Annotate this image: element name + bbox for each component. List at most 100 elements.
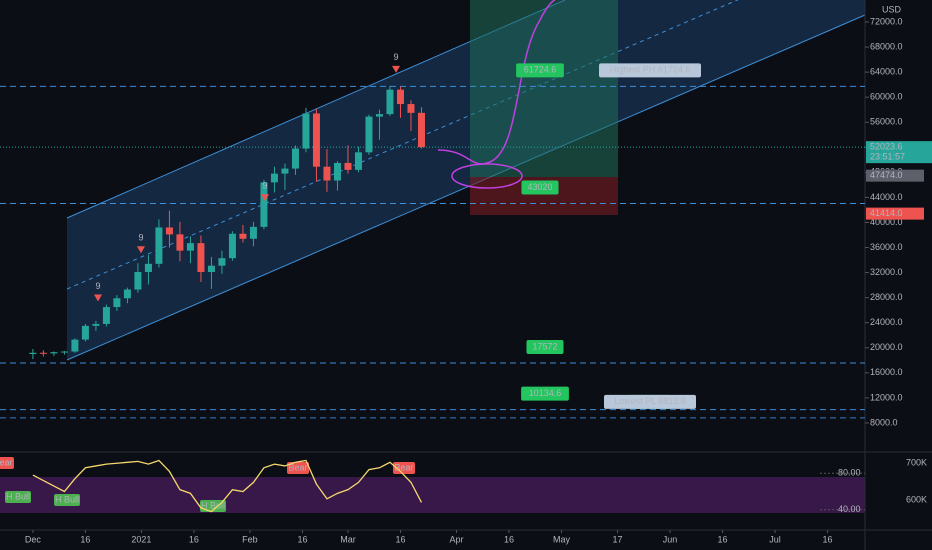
x-tick-label: 16: [80, 534, 90, 544]
bear-tag: [393, 462, 415, 474]
y-tick-label: 72000.0: [870, 16, 903, 26]
candle-body: [302, 113, 310, 149]
y-tick-label: 64000.0: [870, 66, 903, 76]
candle-body: [176, 234, 184, 251]
oscillator-line: [32, 459, 423, 513]
position-label: 47474.0: [870, 170, 903, 180]
candle-body: [218, 258, 226, 266]
candle-body: [144, 263, 152, 272]
y-tick-label: 28000.0: [870, 292, 903, 302]
bear-label: Bear: [0, 457, 13, 467]
bull-label: H Bull: [6, 491, 30, 501]
currency-label: USD: [882, 4, 902, 14]
candle-body: [386, 89, 394, 115]
signal-marker: [94, 294, 102, 302]
level-label: 43020: [527, 182, 552, 192]
level-label: 17572: [532, 341, 557, 351]
candle-body: [29, 352, 37, 355]
x-tick-label: Jun: [663, 534, 678, 544]
candle-body: [417, 112, 425, 148]
candle-body: [396, 89, 404, 105]
candle-body: [260, 182, 268, 227]
level-note-tag: [599, 63, 701, 78]
y-tick-label: 12000.0: [870, 392, 903, 402]
candle-body: [344, 162, 352, 170]
x-tick-label: 16: [297, 534, 307, 544]
level-note-tag: [604, 394, 696, 409]
x-tick-label: 16: [395, 534, 405, 544]
bull-tag: [54, 494, 80, 506]
level-tag: [516, 63, 564, 78]
y-tick-label: 40000.0: [870, 217, 903, 227]
candle-body: [228, 233, 236, 259]
x-tick-label: Feb: [242, 534, 258, 544]
level-label: 10134.6: [529, 388, 562, 398]
candle-body: [197, 243, 205, 272]
candle-body: [354, 152, 362, 170]
candle-body: [375, 114, 383, 117]
candle-body: [186, 243, 194, 251]
y-tick-label: 24000.0: [870, 317, 903, 327]
oscillator-band: [0, 477, 865, 513]
level-tag: [521, 386, 569, 401]
candle-body: [270, 173, 278, 183]
position-label: 41414.0: [870, 208, 903, 218]
level-note: Lowest PL 8812.8: [614, 396, 686, 406]
y-tick-label: 20000.0: [870, 342, 903, 352]
signal-count: 9: [262, 181, 267, 191]
candle-body: [134, 271, 142, 290]
candle-body: [50, 352, 58, 354]
level-tag: [521, 180, 559, 195]
projection-curve: [437, 0, 565, 165]
candle-body: [155, 227, 163, 264]
x-tick-label: 16: [189, 534, 199, 544]
bear-tag: [287, 462, 309, 474]
volume-tick-label: 600K: [906, 494, 927, 504]
candle-body: [207, 265, 215, 272]
y-tick-label: 44000.0: [870, 192, 903, 202]
last-price-tag: [866, 141, 932, 164]
candle-body: [60, 351, 68, 353]
candle-body: [123, 289, 131, 299]
candle-body: [365, 116, 373, 153]
position-tag: [866, 169, 924, 182]
candle-body: [81, 325, 89, 340]
signal-marker: [137, 246, 145, 254]
x-tick-label: 16: [504, 534, 514, 544]
position-tag: [866, 207, 924, 220]
countdown-label: 23:51:57: [870, 152, 905, 162]
bear-tag: [0, 457, 14, 469]
x-tick-label: 17: [612, 534, 622, 544]
bear-label: Bear: [394, 462, 413, 472]
x-tick-label: 16: [823, 534, 833, 544]
bear-label: Bear: [288, 462, 307, 472]
channel-bottom: [66, 14, 866, 361]
oscillator-tick-label: 80.00: [838, 468, 861, 478]
signal-count: 9: [138, 233, 143, 243]
y-tick-label: 56000.0: [870, 117, 903, 127]
target-ellipse: [451, 163, 523, 189]
y-tick-label: 68000.0: [870, 41, 903, 51]
oscillator-tick-label: 40.00: [838, 504, 861, 514]
x-tick-label: Mar: [340, 534, 356, 544]
y-tick-label: 32000.0: [870, 267, 903, 277]
channel-fill: [67, 0, 865, 360]
signal-count: 9: [95, 281, 100, 291]
y-tick-label: 60000.0: [870, 92, 903, 102]
candle-body: [239, 233, 247, 239]
x-tick-label: May: [553, 534, 571, 544]
signal-count: 9: [393, 52, 398, 62]
candle-body: [113, 298, 121, 308]
position-profit: [470, 0, 618, 177]
candle-body: [323, 166, 331, 181]
signal-marker: [392, 65, 400, 73]
bull-label: H Bull: [55, 494, 79, 504]
volume-tick-label: 700K: [906, 457, 927, 467]
x-tick-label: Dec: [25, 534, 42, 544]
y-tick-label: 8000.0: [870, 417, 898, 427]
channel-mid: [66, 0, 739, 290]
candle-body: [312, 113, 320, 167]
x-tick-label: 2021: [131, 534, 151, 544]
level-tag: [526, 339, 564, 354]
